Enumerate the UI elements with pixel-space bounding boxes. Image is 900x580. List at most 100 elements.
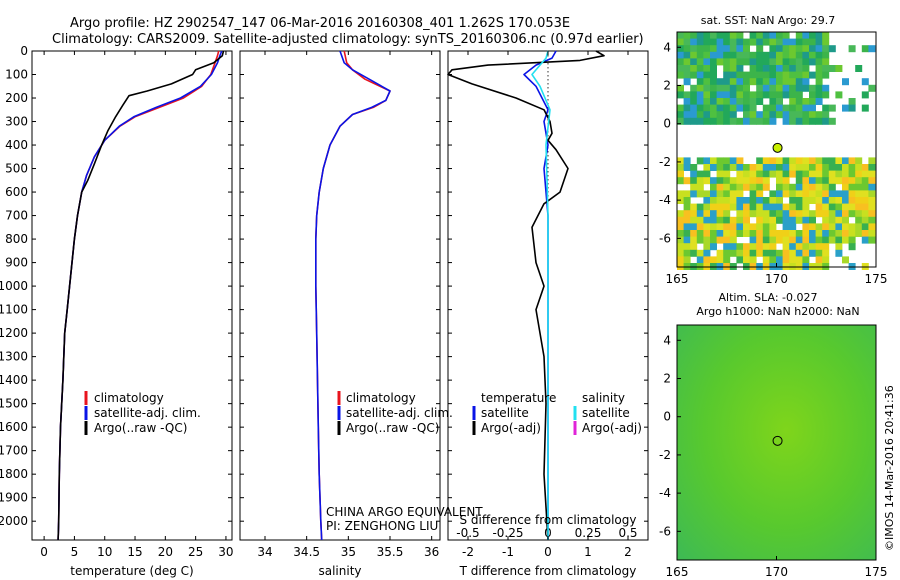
sst-cell <box>703 243 711 251</box>
sst-cell <box>789 190 797 198</box>
sst-cell <box>743 183 750 191</box>
sst-cell <box>677 249 684 257</box>
sst-cell <box>710 183 717 191</box>
sst-cell <box>743 98 750 105</box>
depth-tick-label: 1100 <box>0 303 28 317</box>
sst-cell <box>710 45 717 53</box>
x-tick-label: -1 <box>502 545 514 559</box>
sst-cell <box>802 32 810 39</box>
sst-cell <box>690 190 698 198</box>
sst-cell <box>756 65 764 72</box>
sst-cell <box>782 230 790 237</box>
depth-tick-label: 1600 <box>0 420 28 434</box>
sst-cell <box>716 236 724 244</box>
sst-cell <box>842 157 849 165</box>
sst-cell <box>729 91 737 99</box>
sst-cell <box>822 223 830 231</box>
depth-tick-label: 1700 <box>0 444 28 458</box>
sst-cell <box>782 223 790 231</box>
sst-cell <box>749 164 757 171</box>
sst-cell <box>782 203 790 211</box>
sst-cell <box>736 210 744 218</box>
sst-cell <box>723 65 731 72</box>
sst-cell <box>835 164 843 171</box>
sst-cell <box>703 58 711 66</box>
sst-cell <box>762 197 770 204</box>
sst-cell <box>828 157 836 165</box>
sst-cell <box>677 71 684 79</box>
sst-cell <box>855 203 863 211</box>
sst-cell <box>743 243 750 251</box>
series-line-1 <box>447 50 605 541</box>
sst-cell <box>762 104 770 112</box>
sst-cell <box>743 203 750 211</box>
sst-cell <box>762 71 770 79</box>
sst-cell <box>677 170 684 178</box>
sst-cell <box>776 190 783 198</box>
sst-cell <box>762 58 770 66</box>
sst-cell <box>690 183 698 191</box>
sst-cell <box>716 111 724 119</box>
sst-cell <box>716 230 724 237</box>
sst-cell <box>710 117 717 125</box>
sst-cell <box>696 223 704 231</box>
sst-cell <box>716 216 724 224</box>
sst-cell <box>861 91 869 99</box>
sst-cell <box>815 65 823 72</box>
sst-cell <box>723 236 731 244</box>
sst-cell <box>729 65 737 72</box>
sst-cell <box>756 230 764 237</box>
sst-cell <box>782 210 790 218</box>
sst-cell <box>815 84 823 92</box>
x-tick-label: 25 <box>188 545 203 559</box>
sst-cell <box>762 164 770 171</box>
s-diff-tick-label: -0.5 <box>456 526 479 540</box>
sst-cell <box>776 230 783 237</box>
sst-cell <box>802 71 810 79</box>
sst-cell <box>703 197 711 204</box>
sst-cell <box>828 190 836 198</box>
sst-cell <box>729 183 737 191</box>
sst-cell <box>848 236 856 244</box>
sst-cell <box>703 249 711 257</box>
sst-cell <box>696 38 704 46</box>
sst-cell <box>749 177 757 185</box>
sst-cell <box>802 111 810 119</box>
sst-cell <box>716 78 724 86</box>
sst-cell <box>723 223 731 231</box>
sst-cell <box>848 223 856 231</box>
sst-cell <box>789 203 797 211</box>
sst-cell <box>861 45 869 53</box>
sst-cell <box>802 65 810 72</box>
depth-tick-label: 1400 <box>0 373 28 387</box>
depth-tick-label: 700 <box>5 209 28 223</box>
sst-cell <box>683 249 691 257</box>
sst-cell <box>809 91 816 99</box>
sst-cell <box>848 183 856 191</box>
sst-cell <box>690 249 698 257</box>
sst-cell <box>789 243 797 251</box>
sst-cell <box>749 38 757 46</box>
sst-cell <box>822 111 830 119</box>
sst-cell <box>749 51 757 59</box>
sst-cell <box>756 216 764 224</box>
depth-tick-label: 900 <box>5 256 28 270</box>
sst-cell <box>868 45 876 53</box>
sst-cell <box>683 177 691 185</box>
sst-cell <box>842 197 849 204</box>
sst-cell <box>736 117 744 125</box>
sst-cell <box>716 58 724 66</box>
sst-cell <box>802 164 810 171</box>
sst-cell <box>769 203 777 211</box>
sst-cell <box>683 236 691 244</box>
legend-argo: Argo(..raw -QC) <box>346 421 439 435</box>
sst-cell <box>683 216 691 224</box>
sst-cell <box>809 236 816 244</box>
sst-cell <box>690 117 698 125</box>
sst-cell <box>762 32 770 39</box>
sst-cell <box>696 230 704 237</box>
sst-cell <box>696 190 704 198</box>
sst-cell <box>743 104 750 112</box>
sst-cell <box>729 32 737 39</box>
sst-cell <box>855 170 863 178</box>
